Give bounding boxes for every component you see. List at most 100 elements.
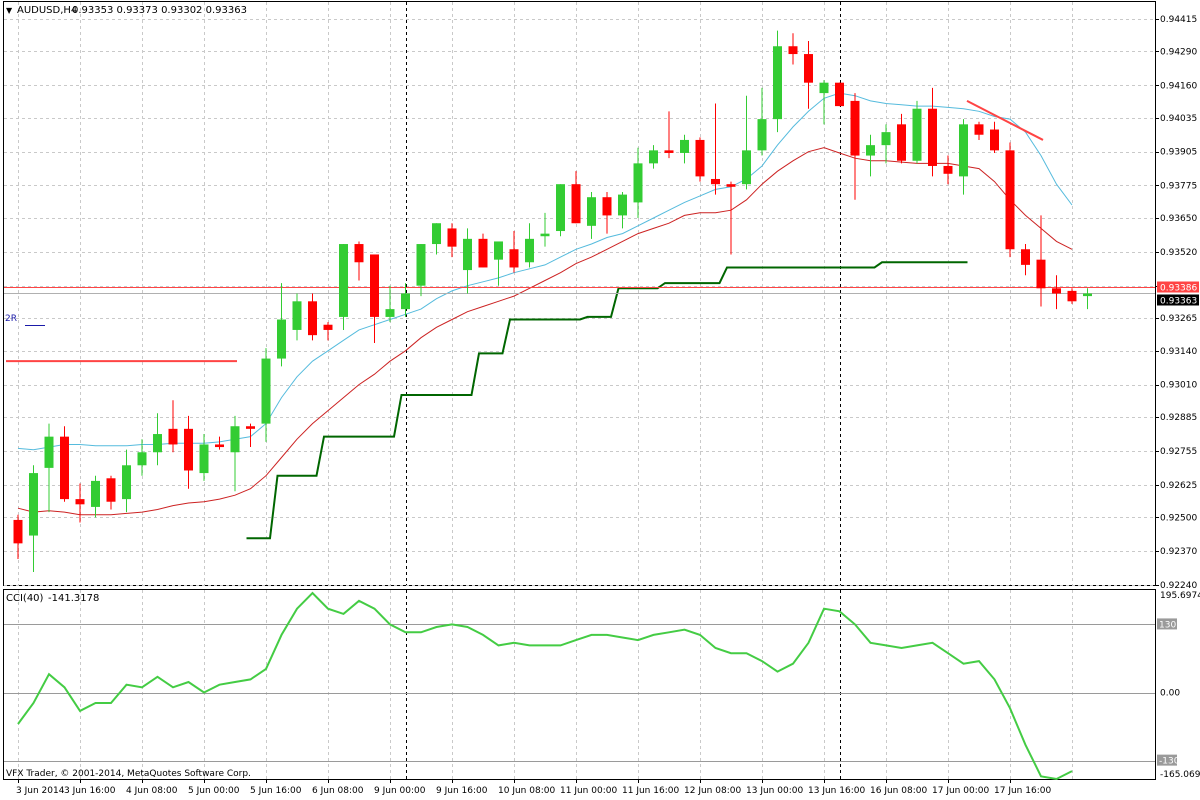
- candle-body: [447, 228, 457, 247]
- candle-body: [726, 184, 736, 187]
- price-tick-label: 0.94035: [1160, 114, 1197, 124]
- dropdown-arrow-icon[interactable]: ▼: [6, 6, 13, 15]
- candle-body: [695, 139, 705, 177]
- current-price-label: 0.93363: [1160, 297, 1197, 307]
- candle-body: [664, 150, 674, 153]
- candle-body: [602, 197, 612, 216]
- cci-levels: [4, 624, 1155, 762]
- candle-body: [478, 238, 488, 268]
- indicator-frame: [3, 589, 1156, 780]
- time-tick-label: 9 Jun 00:00: [374, 786, 426, 796]
- candle-body: [354, 244, 364, 263]
- main-chart-frame: [3, 1, 1156, 586]
- cci-axis: 195.6974 130 0.00 -130 -165.0692: [1157, 591, 1200, 780]
- level-price-label: 0.93386: [1160, 284, 1197, 294]
- time-tick-label: 5 Jun 00:00: [188, 786, 240, 796]
- candle-body: [230, 426, 240, 453]
- candle-body: [323, 324, 333, 330]
- candle-body: [1067, 290, 1077, 302]
- candle-body: [385, 309, 395, 317]
- time-tick-label: 17 Jun 00:00: [932, 786, 989, 796]
- time-tick-label: 5 Jun 16:00: [250, 786, 302, 796]
- candle-body: [587, 197, 596, 226]
- candle-body: [199, 444, 209, 474]
- candle-body: [773, 46, 782, 120]
- candle-body: [571, 184, 581, 224]
- candle-body: [943, 165, 953, 174]
- price-tick-label: 0.92240: [1160, 581, 1197, 591]
- candle-body: [866, 145, 875, 156]
- price-tick-label: 0.93905: [1160, 148, 1197, 158]
- cci-tick-label: 0.00: [1160, 689, 1180, 699]
- candle-body: [75, 499, 85, 505]
- time-tick-label: 11 Jun 16:00: [622, 786, 679, 796]
- candle-body: [13, 519, 23, 544]
- candle-body: [525, 238, 534, 263]
- overlay-lines: [4, 92, 1155, 540]
- candle-body: [742, 150, 751, 185]
- candle-body: [246, 426, 255, 429]
- ma-slow-line: [17, 147, 1073, 516]
- candle-body: [819, 82, 829, 94]
- candle-body: [974, 124, 984, 135]
- cci-level-label: -130: [1159, 757, 1180, 767]
- candle-body: [292, 301, 302, 330]
- candle-body: [137, 452, 147, 466]
- candle-body: [633, 163, 643, 203]
- candle-body: [308, 301, 317, 336]
- candle-body: [1036, 259, 1046, 289]
- price-tick-label: 0.93010: [1160, 381, 1197, 391]
- level-price-box: [1157, 281, 1199, 293]
- price-tick-label: 0.92370: [1160, 547, 1197, 557]
- candle-body: [928, 108, 937, 166]
- price-tick-label: 0.92625: [1160, 481, 1197, 491]
- candle-body: [1052, 288, 1061, 294]
- indicator-name: CCI(40): [6, 593, 44, 604]
- price-tick-label: 0.92500: [1160, 513, 1197, 523]
- time-tick-label: 3 Jun 2014: [16, 786, 65, 796]
- time-tick-label: 9 Jun 16:00: [436, 786, 488, 796]
- chart-symbol: AUDUSD,H4: [17, 5, 77, 16]
- candle-body: [122, 465, 131, 500]
- cci-tick-label: -165.0692: [1160, 770, 1200, 780]
- cci-line: [17, 591, 1073, 781]
- candle-body: [29, 473, 38, 536]
- candle-body: [618, 194, 627, 216]
- candle-body: [60, 436, 69, 500]
- candle-body: [106, 478, 116, 502]
- candle-body: [788, 46, 798, 55]
- candle-body: [850, 100, 860, 156]
- candle-body: [556, 184, 565, 232]
- candle-body: [44, 436, 54, 468]
- grid: [4, 2, 1155, 779]
- candle-body: [649, 150, 658, 164]
- candle-body: [401, 293, 410, 310]
- candle-body: [757, 119, 767, 151]
- candle-body: [463, 238, 472, 271]
- stop-line: [246, 261, 968, 540]
- time-tick-label: 10 Jun 08:00: [498, 786, 555, 796]
- time-tick-label: 12 Jun 08:00: [684, 786, 741, 796]
- price-tick-label: 0.94415: [1160, 15, 1197, 25]
- candle-body: [153, 434, 162, 453]
- candle-body: [912, 108, 922, 161]
- chart-quote: 0.93353 0.93373 0.93302 0.93363: [72, 5, 247, 16]
- candle-body: [1083, 293, 1092, 297]
- candle-body: [509, 249, 519, 268]
- price-tick-label: 0.94160: [1160, 81, 1197, 91]
- time-tick-label: 16 Jun 08:00: [870, 786, 927, 796]
- candle-body: [835, 82, 844, 107]
- candle-body: [168, 428, 178, 445]
- time-tick-label: 17 Jun 16:00: [994, 786, 1051, 796]
- candle-body: [277, 319, 286, 359]
- price-tick-label: 0.93265: [1160, 314, 1197, 324]
- cci-line-group: [17, 591, 1073, 781]
- candle-body: [804, 54, 813, 83]
- candle-body: [184, 428, 193, 471]
- copyright: VFX Trader, © 2001-2014, MetaQuotes Soft…: [6, 769, 251, 779]
- candle-body: [91, 480, 100, 507]
- candle-body: [416, 244, 426, 286]
- candle-body: [215, 444, 224, 448]
- candle-body: [897, 124, 906, 161]
